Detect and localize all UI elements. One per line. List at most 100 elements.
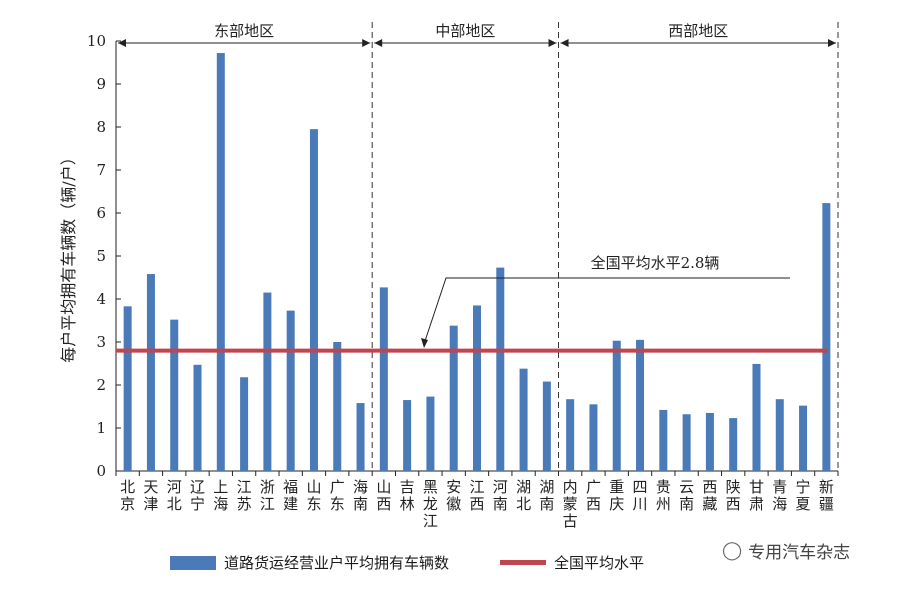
x-tick-label: 西 [702, 478, 717, 496]
x-tick-label: 南 [493, 495, 508, 513]
bar-chart: 0 1 2 3 4 5 6 7 8 9 10 每户平均拥有车辆数（辆/户） 东部地区 中部地区 西部地区全国… [59, 22, 839, 530]
x-tick-label: 内 [563, 478, 578, 496]
annotation-label: 全国平均水平2.8辆 [591, 254, 720, 272]
bar [309, 129, 318, 471]
x-tick-label: 东 [306, 495, 321, 513]
x-tick-label: 南 [679, 495, 694, 513]
x-tick-label: 辽 [190, 478, 205, 496]
x-tick-label: 江 [237, 478, 252, 496]
bar [473, 305, 481, 471]
region-arrowhead-left [374, 39, 383, 47]
legend-bar-swatch [170, 555, 216, 570]
x-tick-label: 山 [376, 478, 391, 496]
bar [146, 274, 155, 471]
x-tick-label: 肃 [749, 495, 764, 513]
x-tick-label: 宁 [796, 478, 811, 496]
legend-line-swatch [500, 560, 546, 565]
x-tick-label: 东 [330, 495, 345, 513]
x-tick-label: 广 [330, 478, 345, 496]
bar [659, 409, 668, 471]
bar [170, 319, 179, 471]
bar [566, 399, 575, 471]
bar [682, 414, 691, 471]
y-tick-label: 8 [96, 118, 106, 136]
y-tick-label: 0 [96, 462, 106, 480]
region-arrowhead-left [560, 39, 569, 47]
x-tick-label: 徽 [446, 495, 461, 513]
x-tick-label: 吉 [400, 478, 415, 496]
bar [612, 340, 621, 471]
y-tick-label: 1 [96, 419, 106, 437]
bar [449, 325, 458, 471]
wechat-icon: ◯ [722, 540, 743, 561]
x-tick-label: 青 [772, 478, 787, 496]
bar [729, 418, 738, 471]
x-tick-label: 陕 [726, 478, 741, 496]
x-tick-label: 新 [819, 478, 834, 496]
annotation-leader [423, 277, 790, 345]
watermark: ◯ 专用汽车杂志 [722, 538, 850, 563]
y-tick-label: 10 [87, 32, 106, 50]
y-tick-label: 3 [96, 333, 106, 351]
x-tick-label: 建 [283, 495, 298, 513]
x-tick-label: 林 [400, 495, 415, 513]
x-tick-label: 宁 [190, 495, 205, 513]
x-tick-label: 河 [493, 478, 508, 496]
x-tick-label: 夏 [796, 495, 811, 513]
x-tick-label: 海 [353, 478, 368, 496]
y-tick-label: 9 [96, 75, 106, 93]
x-tick-label: 州 [656, 495, 671, 513]
region-arrowhead-left [118, 39, 126, 47]
x-tick-label: 天 [143, 478, 158, 496]
bar [799, 405, 808, 471]
x-tick-label: 北 [120, 478, 135, 496]
bar [379, 287, 388, 471]
x-tick-label: 海 [213, 495, 228, 513]
bar [333, 342, 342, 471]
x-tick-label: 浙 [260, 478, 275, 496]
bar [193, 364, 202, 471]
x-tick-label: 贵 [656, 478, 671, 496]
x-tick-label: 福 [283, 478, 298, 496]
bar [356, 403, 365, 471]
x-tick-label: 苏 [237, 495, 252, 513]
bar [705, 412, 714, 471]
x-tick-label: 南 [539, 495, 554, 513]
x-tick-label: 湖 [539, 478, 554, 496]
bar [589, 404, 598, 471]
y-tick-label: 6 [96, 204, 106, 222]
annotation-arrowhead [421, 338, 428, 348]
bar [123, 306, 132, 471]
region-arrowhead-right [548, 39, 557, 47]
x-tick-label: 藏 [702, 495, 717, 513]
region-label: 中部地区 [435, 22, 495, 40]
x-tick-label: 上 [213, 478, 228, 496]
x-tick-label: 西 [726, 495, 741, 513]
region-label: 西部地区 [668, 22, 728, 40]
x-tick-label: 广 [586, 478, 601, 496]
bar [403, 400, 412, 471]
x-tick-label: 河 [167, 478, 182, 496]
legend-line: 全国平均水平 [500, 552, 644, 573]
x-tick-label: 四 [633, 478, 648, 496]
x-tick-label: 云 [679, 478, 694, 496]
x-tick-label: 庆 [609, 495, 624, 513]
region-arrowhead-right [828, 39, 836, 47]
x-tick-label: 北 [167, 495, 182, 513]
x-tick-label: 津 [143, 495, 158, 513]
y-axis-title: 每户平均拥有车辆数（辆/户） [59, 149, 78, 362]
x-tick-label: 湖 [516, 478, 531, 496]
x-tick-label: 西 [469, 495, 484, 513]
region-label: 东部地区 [214, 22, 274, 40]
x-tick-label: 西 [586, 495, 601, 513]
y-tick-label: 5 [96, 247, 106, 265]
x-tick-label: 西 [376, 495, 391, 513]
y-tick-label: 2 [96, 376, 106, 394]
x-tick-label: 重 [609, 478, 624, 496]
bar [822, 203, 831, 472]
legend-bar-label: 道路货运经营业户平均拥有车辆数 [224, 554, 450, 572]
x-tick-label: 安 [446, 478, 461, 496]
bar [286, 310, 295, 471]
bar [519, 368, 528, 471]
bar [426, 396, 435, 471]
